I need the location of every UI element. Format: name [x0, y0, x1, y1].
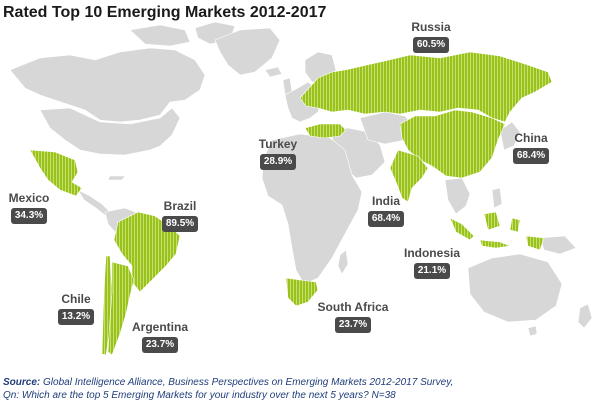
market-label-argentina: Argentina 23.7%	[126, 320, 194, 353]
market-label-south-africa: South Africa 23.7%	[307, 300, 399, 333]
source-line-1: Source: Global Intelligence Alliance, Bu…	[3, 376, 453, 389]
highlighted-countries	[29, 51, 553, 356]
turkey-shape	[304, 123, 347, 139]
source-text: Global Intelligence Alliance, Business P…	[43, 377, 454, 388]
market-label-mexico: Mexico 34.3%	[2, 191, 56, 224]
market-label-china: China 68.4%	[505, 131, 557, 164]
source-line-2: Qn: Which are the top 5 Emerging Markets…	[3, 390, 396, 401]
source-label: Source:	[3, 377, 41, 388]
argentina-shape	[107, 261, 135, 356]
market-label-russia: Russia 60.5%	[405, 20, 457, 53]
indonesia-shape	[449, 217, 475, 241]
land-masses	[9, 21, 593, 337]
russia-shape	[299, 51, 553, 123]
brazil-shape	[113, 211, 181, 293]
market-label-india: India 68.4%	[358, 194, 414, 227]
market-label-indonesia: Indonesia 21.1%	[397, 246, 467, 279]
india-shape	[389, 149, 429, 203]
map-title: Rated Top 10 Emerging Markets 2012-2017	[3, 4, 327, 21]
south-africa-shape	[285, 277, 319, 307]
source-note: Source: Global Intelligence Alliance, Bu…	[3, 376, 453, 402]
market-label-brazil: Brazil 89.5%	[154, 199, 206, 232]
market-label-chile: Chile 13.2%	[50, 292, 102, 325]
market-label-turkey: Turkey 28.9%	[250, 137, 306, 170]
world-map	[9, 21, 593, 356]
mexico-shape	[29, 149, 83, 197]
